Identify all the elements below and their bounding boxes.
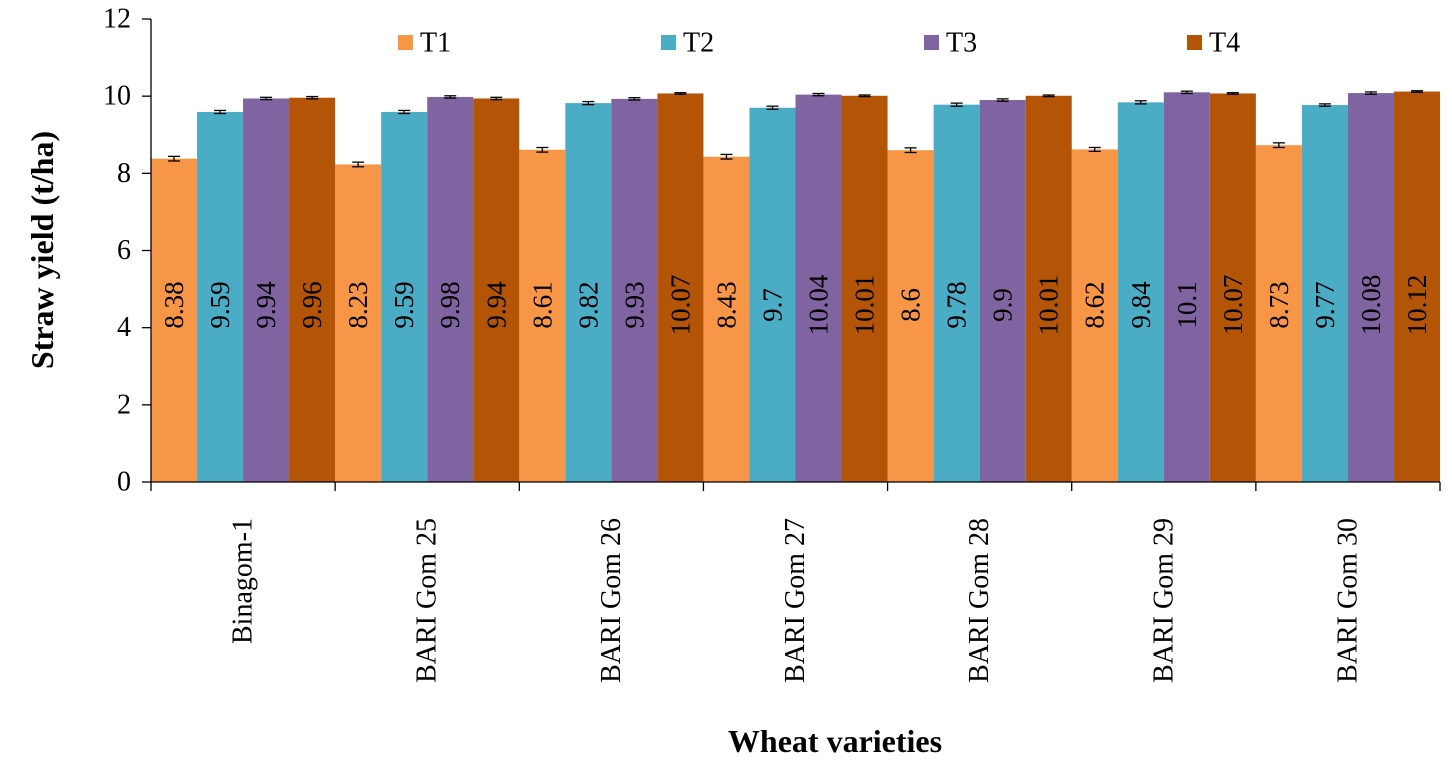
legend-label-t2: T2 bbox=[683, 28, 714, 59]
x-axis-title: Wheat varieties bbox=[728, 723, 942, 759]
bar-t3-7 bbox=[1347, 93, 1394, 482]
data-label: 8.23 bbox=[343, 281, 373, 328]
bar-t4-7 bbox=[1393, 91, 1440, 482]
x-tick-label: BARI Gom 30 bbox=[1332, 518, 1363, 683]
x-tick-label: BARI Gom 26 bbox=[596, 518, 627, 683]
y-tick-label: 0 bbox=[117, 467, 131, 498]
bar-t3-2 bbox=[427, 96, 474, 483]
data-label: 9.94 bbox=[251, 281, 281, 329]
y-tick-label: 4 bbox=[117, 312, 131, 343]
bar-t3-6 bbox=[1163, 92, 1210, 482]
bar-t2-7 bbox=[1301, 105, 1348, 482]
data-label: 9.59 bbox=[205, 281, 235, 328]
data-label: 10.07 bbox=[1218, 275, 1248, 336]
bar-t2-6 bbox=[1117, 102, 1164, 482]
data-label: 8.61 bbox=[527, 281, 557, 328]
data-label: 9.93 bbox=[619, 281, 649, 328]
bar-t4-5 bbox=[1025, 95, 1072, 483]
bar-t2-1 bbox=[197, 111, 244, 482]
data-label: 9.94 bbox=[481, 281, 511, 329]
x-tick-label: BARI Gom 25 bbox=[412, 518, 443, 683]
data-label: 9.84 bbox=[1126, 281, 1156, 329]
x-tick-label: BARI Gom 29 bbox=[1148, 518, 1179, 683]
bar-t3-3 bbox=[611, 98, 658, 483]
data-label: 9.59 bbox=[389, 281, 419, 328]
labels-layer: 8.38 8.23 8.61 8.43 8.6 8.62 8.73 9.59 9.59 9.82 9… bbox=[159, 274, 1432, 335]
data-label: 10.08 bbox=[1356, 275, 1386, 336]
data-label: 10.12 bbox=[1402, 275, 1432, 336]
data-label: 9.82 bbox=[573, 281, 603, 328]
data-label: 8.6 bbox=[896, 288, 926, 322]
y-tick-label: 2 bbox=[117, 389, 131, 420]
bar-t4-4 bbox=[841, 95, 888, 483]
y-axis-title: Straw yield (t/ha) bbox=[24, 131, 60, 369]
legend-swatch-t4 bbox=[1187, 35, 1202, 50]
bar-t2-4 bbox=[749, 107, 796, 482]
bar-t1-2 bbox=[335, 164, 382, 482]
y-tick-label: 10 bbox=[103, 81, 131, 112]
bar-t2-2 bbox=[381, 111, 428, 482]
axes-layer: 0 2 4 6 8 10 12 Binagom-1 BARI Gom 25 BARI Gom 26… bbox=[103, 4, 1441, 683]
data-label: 10.07 bbox=[665, 275, 695, 336]
data-label: 9.7 bbox=[757, 288, 787, 322]
bar-t4-3 bbox=[657, 93, 704, 483]
data-label: 10.1 bbox=[1172, 281, 1202, 328]
bar-t1-6 bbox=[1071, 149, 1118, 482]
bar-t2-3 bbox=[565, 103, 612, 482]
data-label: 9.96 bbox=[297, 281, 327, 328]
bar-t4-6 bbox=[1209, 93, 1256, 483]
data-label: 10.01 bbox=[850, 275, 880, 336]
legend-label-t4: T4 bbox=[1209, 28, 1240, 59]
legend-swatch-t2 bbox=[661, 35, 676, 50]
data-label: 10.01 bbox=[1034, 275, 1064, 336]
data-label: 9.77 bbox=[1310, 281, 1340, 328]
data-label: 8.43 bbox=[711, 281, 741, 328]
bar-t1-1 bbox=[151, 158, 198, 482]
bar-t1-5 bbox=[887, 150, 934, 482]
legend-swatch-t1 bbox=[398, 35, 413, 50]
bar-t4-1 bbox=[289, 97, 336, 483]
bar-t2-5 bbox=[933, 104, 980, 482]
legend-label-t3: T3 bbox=[946, 28, 977, 59]
legend-swatch-t3 bbox=[924, 35, 939, 50]
x-tick-label: BARI Gom 27 bbox=[780, 518, 811, 683]
bar-t3-4 bbox=[795, 94, 842, 482]
data-label: 9.78 bbox=[942, 281, 972, 328]
x-tick-label: Binagom-1 bbox=[228, 518, 259, 644]
data-label: 9.9 bbox=[988, 288, 1018, 322]
bar-t4-2 bbox=[473, 98, 520, 483]
legend: T1 T2 T3 T4 bbox=[398, 28, 1240, 59]
x-tick-label: BARI Gom 28 bbox=[964, 518, 995, 683]
data-label: 9.98 bbox=[435, 281, 465, 328]
bar-t1-7 bbox=[1255, 145, 1302, 483]
data-label: 8.62 bbox=[1080, 281, 1110, 328]
y-tick-label: 8 bbox=[117, 158, 131, 189]
data-label: 8.38 bbox=[159, 281, 189, 328]
bars-layer bbox=[151, 90, 1440, 483]
legend-label-t1: T1 bbox=[420, 28, 451, 59]
bar-t1-4 bbox=[703, 156, 750, 482]
bar-t3-1 bbox=[243, 98, 290, 483]
bar-t1-3 bbox=[519, 149, 566, 483]
data-label: 10.04 bbox=[804, 274, 834, 335]
y-tick-label: 12 bbox=[103, 4, 131, 35]
bar-t3-5 bbox=[979, 100, 1026, 483]
y-tick-label: 6 bbox=[117, 235, 131, 266]
data-label: 8.73 bbox=[1264, 281, 1294, 328]
